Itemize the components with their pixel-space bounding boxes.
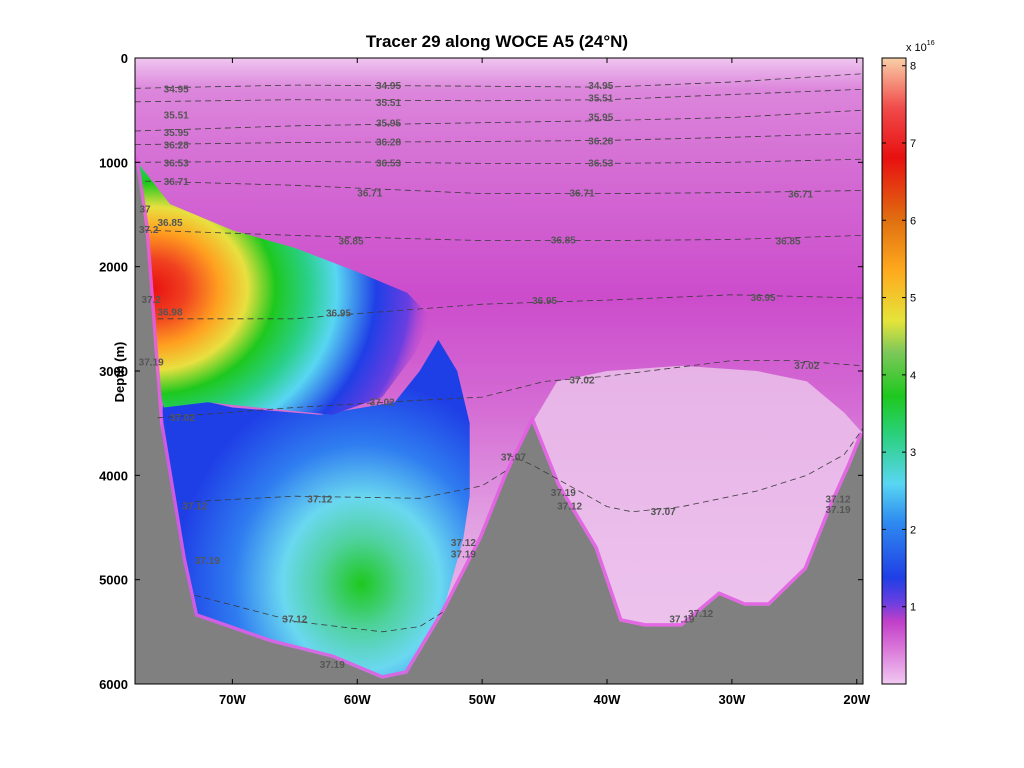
isopycnal-37-07 <box>506 428 863 513</box>
contour-label-37-12: 37.12 <box>307 494 332 505</box>
contour-label-37-02: 37.02 <box>569 375 594 386</box>
isopycnal-36-53 <box>135 158 863 164</box>
contour-label-37-12: 37.12 <box>282 614 307 625</box>
contour-label-37-07: 37.07 <box>501 453 526 464</box>
contour-label-36-28: 36.28 <box>164 141 189 152</box>
x-tick-label: 40W <box>594 692 621 707</box>
contour-label-35-51: 35.51 <box>164 110 189 121</box>
x-tick-label: 30W <box>719 692 746 707</box>
contour-label-36-71: 36.71 <box>164 177 189 188</box>
isopycnal-37-12 <box>194 469 508 502</box>
contour-label-37-2: 37.2 <box>139 225 159 236</box>
colorbar-tick-label: 5 <box>910 293 916 305</box>
contour-label-37-12: 37.12 <box>182 502 207 513</box>
deep-western-tracer-region <box>160 339 470 679</box>
plot-area: 34.95 34.95 34.95 35.51 35.51 35.51 35.95 35.95… <box>134 57 864 685</box>
contour-label-36-28: 36.28 <box>376 138 401 149</box>
x-tick-label: 20W <box>843 692 870 707</box>
y-tick-label: 0 <box>121 51 128 66</box>
contour-label-37-19: 37.19 <box>320 660 345 671</box>
x-axis: 70W 60W 50W 40W 30W 20W <box>219 58 871 707</box>
contour-label-34-95: 34.95 <box>164 84 189 95</box>
nadw-tracer-tongue <box>137 162 433 415</box>
seafloor-bathymetry <box>135 157 863 684</box>
colorbar-gradient <box>882 58 906 684</box>
contour-label-35-51: 35.51 <box>376 98 401 109</box>
y-tick-label: 6000 <box>99 677 128 692</box>
colorbar-frame <box>881 57 907 685</box>
colorbar-tick-label: 1 <box>910 602 916 614</box>
contour-label-36-85: 36.85 <box>776 237 801 248</box>
isopycnal-36-85 <box>144 229 863 241</box>
y-tick-label: 1000 <box>99 155 128 170</box>
isopycnal-36-28 <box>135 132 863 145</box>
y-axis-label: Depth (m) <box>112 342 127 403</box>
contour-label-37-12: 37.12 <box>825 494 850 505</box>
contour-label-37-07: 37.07 <box>651 507 676 518</box>
contour-label-36-28: 36.28 <box>588 137 613 148</box>
colorbar: 1 2 3 4 5 6 7 8 x 1016 <box>881 40 935 685</box>
x-tick-label: 60W <box>344 692 371 707</box>
contour-label-37-02: 37.02 <box>370 397 395 408</box>
isopycnal-35-51 <box>135 88 863 103</box>
chart-title: Tracer 29 along WOCE A5 (24°N) <box>366 32 628 51</box>
colorbar-tick-label: 6 <box>910 215 916 227</box>
isopycnal-36-71 <box>144 180 863 194</box>
isopycnal-36-95 <box>157 294 863 320</box>
colorbar-tick-label: 2 <box>910 524 916 536</box>
contour-label-35-95: 35.95 <box>376 119 401 130</box>
contour-label-37-02: 37.02 <box>170 413 195 424</box>
contour-label-36-53: 36.53 <box>164 158 189 169</box>
contour-label-37-19: 37.19 <box>825 505 850 516</box>
x-tick-label: 70W <box>219 692 246 707</box>
contour-label-37-19: 37.19 <box>669 614 694 625</box>
y-tick-label: 3000 <box>99 364 128 379</box>
y-axis: 0 1000 2000 3000 4000 5000 6000 <box>99 51 863 692</box>
contour-label-34-95: 34.95 <box>588 81 613 92</box>
contour-label-37-12: 37.12 <box>451 538 476 549</box>
contour-label-36-53: 36.53 <box>376 158 401 169</box>
contour-label-36-95: 36.95 <box>326 309 351 320</box>
colorbar-tick-label: 3 <box>910 447 916 459</box>
contour-label-37-19: 37.19 <box>139 358 164 369</box>
contour-label-36-85: 36.85 <box>551 236 576 247</box>
y-tick-label: 4000 <box>99 468 128 483</box>
contour-label-36-71: 36.71 <box>357 189 382 200</box>
contour-label-37-02: 37.02 <box>794 361 819 372</box>
contour-label-35-51: 35.51 <box>588 94 613 105</box>
contour-label-37-19: 37.19 <box>551 488 576 499</box>
contour-label-34-95: 34.95 <box>376 81 401 92</box>
contour-label-36-71: 36.71 <box>788 190 813 201</box>
colorbar-tick-label: 7 <box>910 138 916 150</box>
contour-label-36-95: 36.95 <box>751 293 776 304</box>
contour-label-37-12: 37.12 <box>557 502 582 513</box>
contour-label-35-95: 35.95 <box>588 113 613 124</box>
isopycnal-34-95 <box>135 73 863 89</box>
y-tick-label: 2000 <box>99 260 128 275</box>
colorbar-exponent: x 1016 <box>906 40 935 54</box>
contour-label-37-19: 37.19 <box>195 556 220 567</box>
colorbar-tick-label: 4 <box>910 370 916 382</box>
y-tick-label: 5000 <box>99 573 128 588</box>
contour-label-36-71: 36.71 <box>569 189 594 200</box>
contour-label-36-85: 36.85 <box>157 218 182 229</box>
contour-label-36-95: 36.95 <box>532 296 557 307</box>
contour-label-37-12: 37.12 <box>688 609 713 620</box>
contour-label-36-85: 36.85 <box>338 237 363 248</box>
contour-label-36-98: 36.98 <box>157 308 182 319</box>
contour-label-35-95: 35.95 <box>164 128 189 139</box>
isopycnal-37-19 <box>194 594 445 633</box>
x-tick-label: 50W <box>469 692 496 707</box>
isopycnal-35-95 <box>135 109 863 132</box>
contour-label-36-53: 36.53 <box>588 158 613 169</box>
contour-label-37: 37 <box>139 204 151 215</box>
colorbar-tick-label: 8 <box>910 61 916 73</box>
contour-label-37-19: 37.19 <box>451 550 476 561</box>
contour-label-37-2: 37.2 <box>141 295 161 306</box>
